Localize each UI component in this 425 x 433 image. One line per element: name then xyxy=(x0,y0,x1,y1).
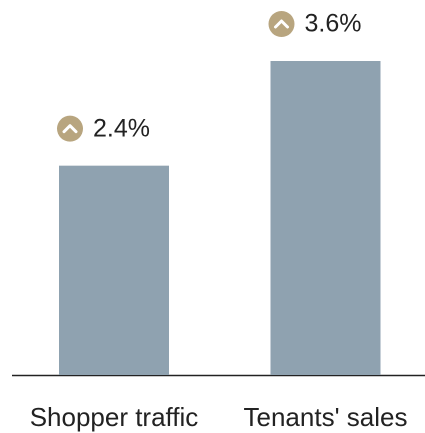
bar xyxy=(270,61,381,375)
up-icon xyxy=(57,115,83,142)
value-label: 3.6% xyxy=(268,10,362,38)
value-label: 2.4% xyxy=(57,114,150,142)
x-tick-label: Shopper traffic xyxy=(30,402,199,432)
up-icon xyxy=(268,11,295,37)
up-chevron xyxy=(62,124,78,134)
bar xyxy=(59,165,169,375)
up-chevron xyxy=(274,19,289,29)
value-text: 2.4% xyxy=(93,114,150,142)
x-tick-label: Tenants' sales xyxy=(244,402,408,432)
value-text: 3.6% xyxy=(305,10,362,38)
